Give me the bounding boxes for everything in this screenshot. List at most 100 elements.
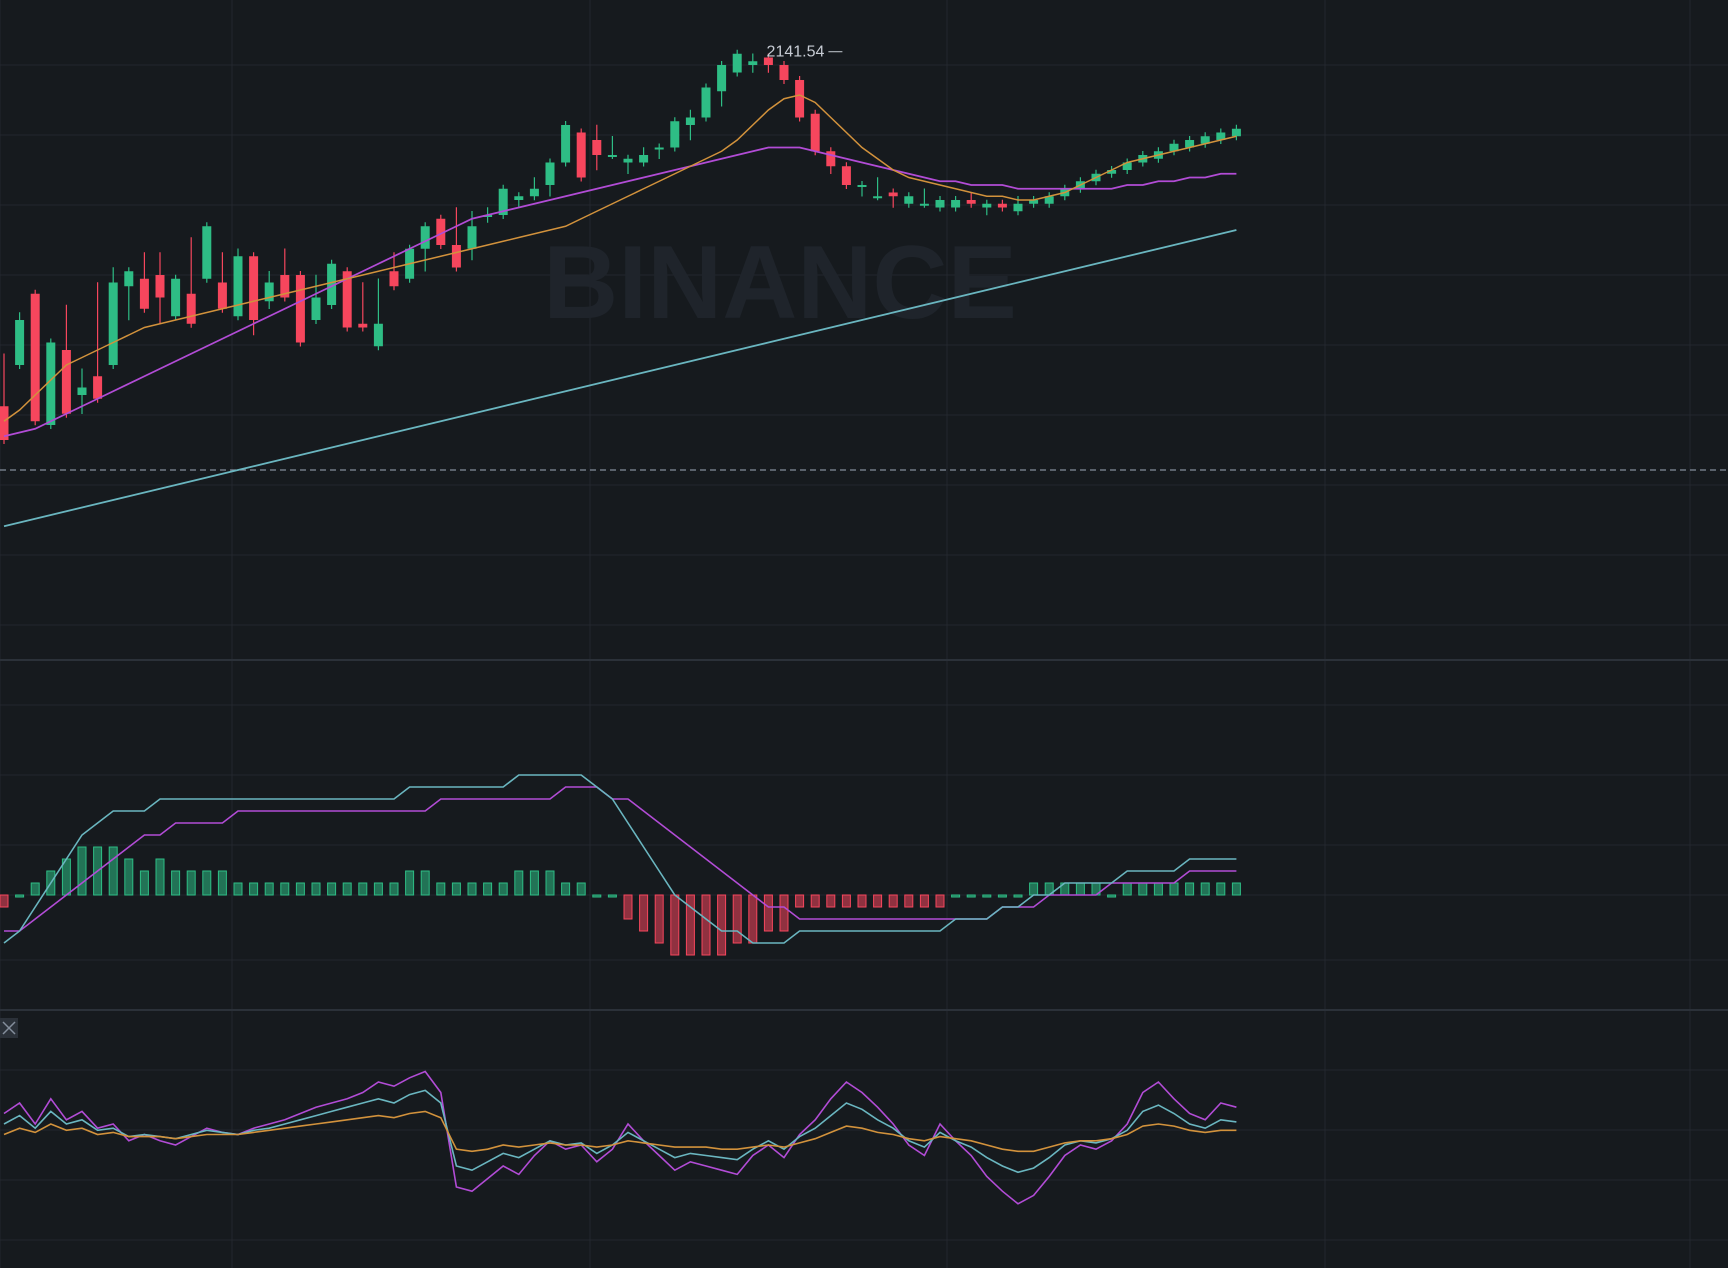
candle-body [561, 125, 571, 163]
candle-body [1122, 162, 1132, 170]
macd-histogram-bar [935, 894, 945, 908]
candle-body [280, 275, 290, 298]
macd-histogram-bar [1153, 882, 1163, 896]
macd-histogram-bar [342, 882, 352, 896]
macd-histogram-bar [483, 882, 493, 896]
candle-body [108, 282, 118, 365]
candle-body [623, 158, 633, 163]
candle-body [779, 65, 789, 80]
high-price-label: 2141.54 [767, 44, 825, 61]
oscillator-line-3 [3, 1110, 1237, 1153]
macd-panel [0, 774, 1241, 956]
macd-histogram-bar [436, 882, 446, 896]
candle-body [841, 166, 851, 185]
candle-body [514, 196, 524, 200]
candle-body [483, 215, 493, 217]
oscillator-line-2 [3, 1089, 1237, 1174]
macd-histogram-bar [826, 894, 836, 908]
candle-body [93, 376, 103, 399]
candle-body [30, 293, 40, 422]
macd-histogram-bar [1013, 894, 1023, 898]
macd-histogram-bar [623, 894, 633, 920]
macd-histogram-bar [264, 882, 274, 896]
macd-histogram-bar [888, 894, 898, 908]
candle-body [873, 196, 883, 199]
macd-histogram-bar [124, 858, 134, 896]
macd-histogram-bar [576, 882, 586, 896]
candle-body [935, 200, 945, 208]
candle-body [342, 271, 352, 328]
macd-histogram-bar [373, 882, 383, 896]
candle-body [498, 188, 508, 215]
macd-histogram-bar [15, 894, 25, 898]
macd-histogram-bar [545, 870, 555, 896]
macd-histogram-bar [951, 894, 961, 898]
candle-body [685, 117, 695, 125]
candle-body [545, 162, 555, 185]
macd-histogram-bar [249, 882, 259, 896]
candle-body [1185, 140, 1195, 148]
macd-histogram-bar [30, 882, 40, 896]
candle-body [904, 196, 914, 204]
candle-body [233, 256, 243, 317]
candle-body [1044, 196, 1054, 204]
candle-body [607, 155, 617, 157]
macd-histogram-bar [77, 846, 87, 896]
macd-histogram-bar [607, 894, 617, 898]
candle-body [77, 387, 87, 395]
candle-body [529, 188, 539, 197]
close-icon[interactable] [0, 1018, 18, 1038]
macd-histogram-bar [779, 894, 789, 932]
watermark: BINANCE [543, 225, 1017, 341]
candle-body [1169, 143, 1179, 152]
macd-histogram-bar [1029, 882, 1039, 896]
macd-histogram-bar [280, 882, 290, 896]
candle-body [295, 275, 305, 343]
macd-histogram-bar [405, 870, 415, 896]
macd-histogram-bar [202, 870, 212, 896]
candle-body [997, 203, 1007, 208]
candle-body [186, 293, 196, 324]
macd-histogram-bar [592, 894, 602, 898]
macd-histogram-bar [498, 882, 508, 896]
macd-histogram-bar [639, 894, 649, 932]
candle-body [857, 185, 867, 187]
macd-dea-line [4, 786, 1237, 932]
macd-histogram-bar [904, 894, 914, 908]
candle-body [639, 155, 649, 163]
candle-body [171, 278, 181, 317]
macd-histogram-bar [1138, 882, 1148, 896]
macd-histogram-bar [233, 882, 243, 896]
candle-body [670, 121, 680, 148]
macd-histogram-bar [919, 894, 929, 908]
macd-histogram-bar [1185, 882, 1195, 896]
candle-body [61, 350, 71, 414]
macd-histogram-bar [717, 894, 727, 956]
macd-histogram-bar [1216, 882, 1226, 896]
macd-histogram-bar [982, 894, 992, 898]
candle-body [420, 226, 430, 249]
macd-histogram-bar [701, 894, 711, 956]
macd-histogram-bar [685, 894, 695, 956]
candle-body [748, 61, 758, 65]
candle-body [358, 323, 368, 328]
candle-body [46, 342, 56, 425]
macd-histogram-bar [654, 894, 664, 944]
macd-histogram-bar [217, 870, 227, 896]
macd-histogram-bar [1075, 882, 1085, 896]
candle-body [436, 218, 446, 245]
macd-histogram-bar [748, 894, 758, 944]
macd-histogram-bar [0, 894, 9, 908]
candle-body [0, 406, 9, 440]
macd-histogram-bar [997, 894, 1007, 898]
macd-histogram-bar [732, 894, 742, 944]
candle-body [951, 200, 961, 208]
candle-body [155, 275, 165, 298]
candle-body [311, 297, 321, 320]
candle-body [717, 65, 727, 92]
macd-histogram-bar [561, 882, 571, 896]
candle-body [389, 271, 399, 287]
candle-body [732, 53, 742, 73]
